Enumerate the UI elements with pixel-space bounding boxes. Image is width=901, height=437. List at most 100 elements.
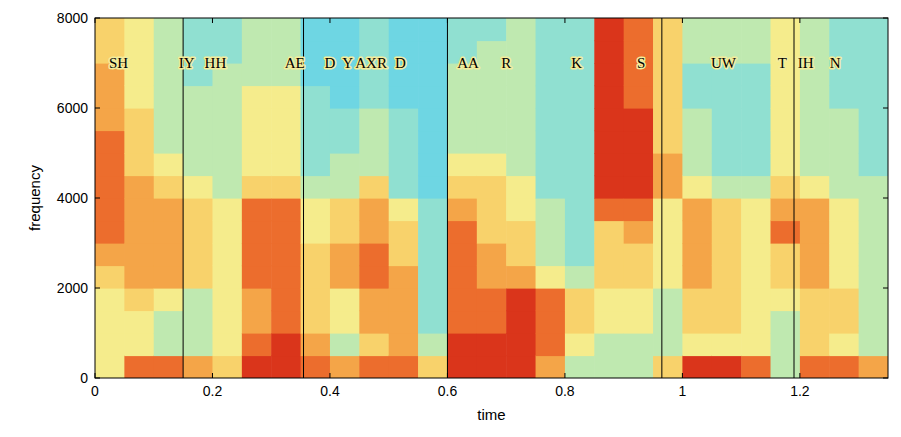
cell xyxy=(741,198,771,221)
cell xyxy=(859,311,888,334)
cell xyxy=(301,288,331,311)
cell xyxy=(212,311,242,334)
cell xyxy=(389,333,419,356)
cell xyxy=(447,243,477,266)
cell xyxy=(477,333,507,356)
cell xyxy=(624,108,654,131)
phoneme-label: D xyxy=(325,55,336,71)
cell xyxy=(477,131,507,154)
cell xyxy=(330,198,360,221)
cell xyxy=(359,86,389,109)
cell xyxy=(447,18,477,41)
cell xyxy=(771,18,801,41)
cell xyxy=(418,243,448,266)
cell xyxy=(95,108,125,131)
cell xyxy=(800,131,830,154)
cell xyxy=(359,266,389,289)
cell xyxy=(330,131,360,154)
y-tick-label: 6000 xyxy=(57,100,88,116)
cell xyxy=(154,333,184,356)
cell xyxy=(389,86,419,109)
cell xyxy=(624,311,654,334)
cell xyxy=(536,131,566,154)
cell xyxy=(95,86,125,109)
cell xyxy=(359,198,389,221)
cell xyxy=(330,356,360,379)
cell xyxy=(477,86,507,109)
cell xyxy=(741,176,771,199)
cell xyxy=(183,153,213,176)
cell xyxy=(624,333,654,356)
cell xyxy=(771,131,801,154)
cell xyxy=(95,221,125,244)
cell xyxy=(389,288,419,311)
cell xyxy=(154,288,184,311)
cell xyxy=(829,311,859,334)
x-tick xyxy=(447,18,448,23)
cell xyxy=(301,108,331,131)
x-tick xyxy=(95,18,96,23)
cell xyxy=(183,108,213,131)
cell xyxy=(536,288,566,311)
phoneme-label: D xyxy=(395,55,406,71)
x-tick-label: 0.2 xyxy=(203,383,223,399)
phoneme-label: SH xyxy=(109,55,128,71)
cell xyxy=(212,18,242,41)
cell xyxy=(154,198,184,221)
cell xyxy=(242,153,272,176)
cell xyxy=(741,131,771,154)
cell xyxy=(829,356,859,379)
y-tick-label: 8000 xyxy=(57,10,88,26)
cell xyxy=(565,86,595,109)
cell xyxy=(477,153,507,176)
cell xyxy=(124,153,154,176)
cell xyxy=(418,176,448,199)
cell xyxy=(95,288,125,311)
cell xyxy=(154,131,184,154)
cell xyxy=(154,266,184,289)
cell xyxy=(389,153,419,176)
cell xyxy=(506,288,536,311)
cell xyxy=(124,311,154,334)
cell xyxy=(418,311,448,334)
cell xyxy=(682,153,712,176)
cell xyxy=(477,176,507,199)
cell xyxy=(242,131,272,154)
cell xyxy=(565,198,595,221)
cell xyxy=(447,153,477,176)
cell xyxy=(859,288,888,311)
cell xyxy=(242,266,272,289)
cell xyxy=(859,266,888,289)
cell xyxy=(154,86,184,109)
cell xyxy=(565,288,595,311)
cell xyxy=(859,243,888,266)
cell xyxy=(212,288,242,311)
x-tick-label: 0.4 xyxy=(320,383,340,399)
cell xyxy=(771,176,801,199)
x-tick xyxy=(682,373,683,378)
cell xyxy=(682,198,712,221)
cell xyxy=(741,333,771,356)
cell xyxy=(829,131,859,154)
cell xyxy=(536,311,566,334)
cell xyxy=(418,198,448,221)
cell xyxy=(242,198,272,221)
cell xyxy=(712,333,742,356)
y-tick-label: 0 xyxy=(80,370,88,386)
cell xyxy=(447,198,477,221)
cell xyxy=(212,243,242,266)
cell xyxy=(653,221,683,244)
cell xyxy=(271,176,301,199)
cell xyxy=(389,18,419,41)
cell xyxy=(389,198,419,221)
cell xyxy=(183,221,213,244)
y-tick xyxy=(883,198,888,199)
cell xyxy=(359,176,389,199)
cell xyxy=(242,288,272,311)
cell xyxy=(800,288,830,311)
cell xyxy=(242,221,272,244)
phoneme-label: UW xyxy=(711,55,737,71)
cell xyxy=(712,108,742,131)
cell xyxy=(741,63,771,86)
cell xyxy=(712,153,742,176)
